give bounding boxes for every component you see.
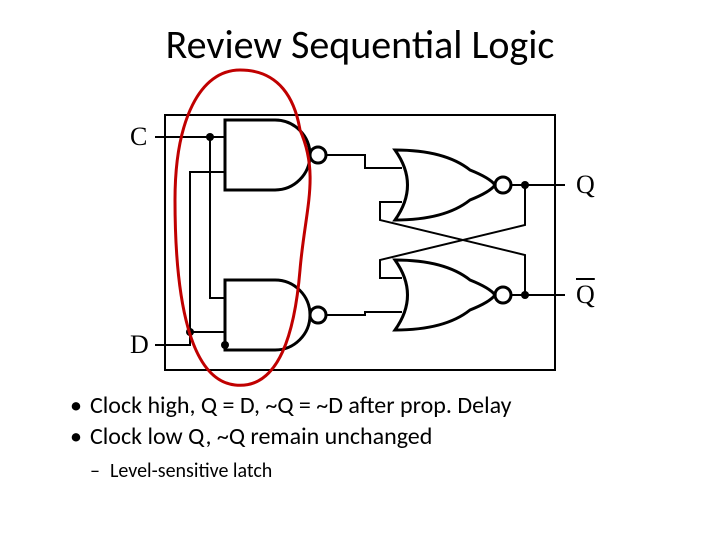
wire-nand1-to-nor1: [326, 155, 402, 168]
label-D: D: [130, 330, 149, 360]
label-Q: Q: [576, 170, 595, 200]
red-annotation: [175, 70, 310, 385]
wires: [155, 137, 565, 345]
bullet-item: Clock low Q, ~Q remain unchanged: [70, 421, 670, 452]
wire-cross-Q-to-nor2: [380, 185, 525, 278]
wire-D-to-nand1: [190, 172, 225, 332]
gate-nor2: [395, 260, 511, 330]
wire-C-to-nand2: [210, 137, 225, 298]
bullet-subitem: Level-sensitive latch: [70, 456, 670, 486]
junction-dots: [186, 133, 529, 349]
label-C: C: [130, 122, 147, 152]
bullet-list: Clock high, Q = D, ~Q = ~D after prop. D…: [70, 390, 670, 486]
label-Qbar: Q: [576, 280, 595, 310]
bullet-item: Clock high, Q = D, ~Q = ~D after prop. D…: [70, 390, 670, 421]
wire-cross-Qb-to-nor1: [380, 202, 525, 295]
label-Qbar-text: Q: [576, 280, 595, 309]
gate-nor1: [395, 150, 511, 220]
gate-nand2: [225, 280, 326, 350]
wire-nand2-to-nor2: [326, 312, 402, 315]
